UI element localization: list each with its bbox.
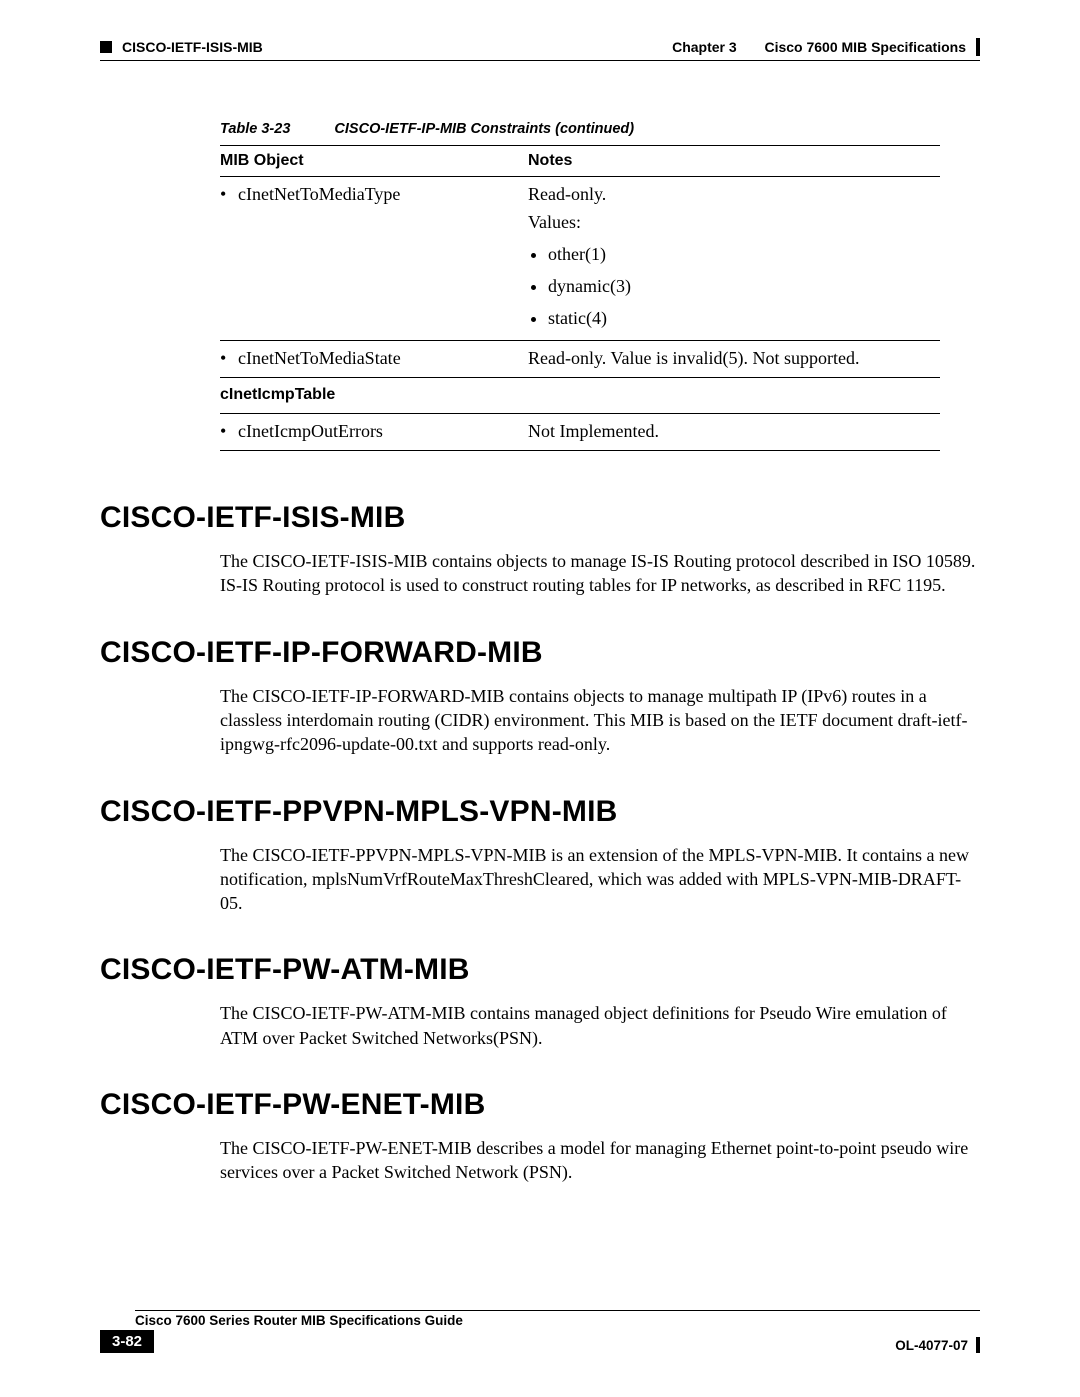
doc-number-text: OL-4077-07 xyxy=(895,1338,968,1353)
table-section: cInetIcmpTable xyxy=(220,378,940,414)
mib-object: cInetNetToMediaType xyxy=(220,181,520,209)
table-row: cInetIcmpOutErrors Not Implemented. xyxy=(220,414,940,451)
page: CISCO-IETF-ISIS-MIB Chapter 3 Cisco 7600… xyxy=(0,0,1080,1397)
col-notes: Notes xyxy=(528,146,940,177)
note-line: Read-only. Value is invalid(5). Not supp… xyxy=(528,341,940,378)
section-body: The CISCO-IETF-PW-ENET-MIB describes a m… xyxy=(220,1136,980,1185)
section-body: The CISCO-IETF-PW-ATM-MIB contains manag… xyxy=(220,1001,980,1050)
section-body: The CISCO-IETF-PPVPN-MPLS-VPN-MIB is an … xyxy=(220,843,980,916)
doc-number: OL-4077-07 xyxy=(895,1337,980,1353)
section-title: CISCO-IETF-PW-ATM-MIB xyxy=(100,953,980,987)
running-header: CISCO-IETF-ISIS-MIB Chapter 3 Cisco 7600… xyxy=(100,38,980,56)
col-mib-object: MIB Object xyxy=(220,146,528,177)
page-number: 3-82 xyxy=(100,1330,154,1353)
section-body: The CISCO-IETF-ISIS-MIB contains objects… xyxy=(220,549,980,598)
header-rule xyxy=(100,60,980,61)
section-title: cInetIcmpTable xyxy=(220,378,940,414)
section-title: CISCO-IETF-ISIS-MIB xyxy=(100,501,980,535)
table-label: Table 3-23 xyxy=(220,121,290,137)
mib-section-pwatm: CISCO-IETF-PW-ATM-MIB The CISCO-IETF-PW-… xyxy=(100,953,980,1050)
mib-section-isis: CISCO-IETF-ISIS-MIB The CISCO-IETF-ISIS-… xyxy=(100,501,980,598)
header-section: CISCO-IETF-ISIS-MIB xyxy=(122,39,263,55)
table-row: cInetNetToMediaType Read-only. Values: o… xyxy=(220,177,940,341)
note-line: Values: xyxy=(528,209,932,237)
mib-object: cInetNetToMediaState xyxy=(220,345,520,373)
table-title: CISCO-IETF-IP-MIB Constraints (continued… xyxy=(334,121,634,137)
footer-row: 3-82 OL-4077-07 xyxy=(100,1330,980,1353)
mib-section-ppvpn: CISCO-IETF-PPVPN-MPLS-VPN-MIB The CISCO-… xyxy=(100,795,980,916)
content: Table 3-23 CISCO-IETF-IP-MIB Constraints… xyxy=(100,121,980,1185)
mib-section-pwenet: CISCO-IETF-PW-ENET-MIB The CISCO-IETF-PW… xyxy=(100,1088,980,1185)
bar-icon xyxy=(976,1337,980,1353)
square-icon xyxy=(100,41,112,53)
note-line: Read-only. xyxy=(528,181,932,209)
section-title: CISCO-IETF-IP-FORWARD-MIB xyxy=(100,636,980,670)
mib-section-ipfwd: CISCO-IETF-IP-FORWARD-MIB The CISCO-IETF… xyxy=(100,636,980,757)
note-line: Not Implemented. xyxy=(528,414,940,451)
chapter-label: Chapter 3 xyxy=(672,39,737,55)
footer: Cisco 7600 Series Router MIB Specificati… xyxy=(100,1310,980,1353)
value-item: other(1) xyxy=(548,241,932,269)
constraints-table: MIB Object Notes cInetNetToMediaType Rea… xyxy=(220,145,940,451)
section-body: The CISCO-IETF-IP-FORWARD-MIB contains o… xyxy=(220,684,980,757)
section-title: CISCO-IETF-PW-ENET-MIB xyxy=(100,1088,980,1122)
value-item: static(4) xyxy=(548,305,932,333)
bar-icon xyxy=(976,38,980,56)
table-row: cInetNetToMediaState Read-only. Value is… xyxy=(220,341,940,378)
chapter-title: Cisco 7600 MIB Specifications xyxy=(764,39,966,55)
table-caption: Table 3-23 CISCO-IETF-IP-MIB Constraints… xyxy=(220,121,980,137)
footer-guide: Cisco 7600 Series Router MIB Specificati… xyxy=(135,1310,980,1328)
value-item: dynamic(3) xyxy=(548,273,932,301)
header-right: Chapter 3 Cisco 7600 MIB Specifications xyxy=(672,38,980,56)
section-title: CISCO-IETF-PPVPN-MPLS-VPN-MIB xyxy=(100,795,980,829)
values-list: other(1) dynamic(3) static(4) xyxy=(528,241,932,333)
header-left: CISCO-IETF-ISIS-MIB xyxy=(100,39,263,55)
mib-object: cInetIcmpOutErrors xyxy=(220,418,520,446)
